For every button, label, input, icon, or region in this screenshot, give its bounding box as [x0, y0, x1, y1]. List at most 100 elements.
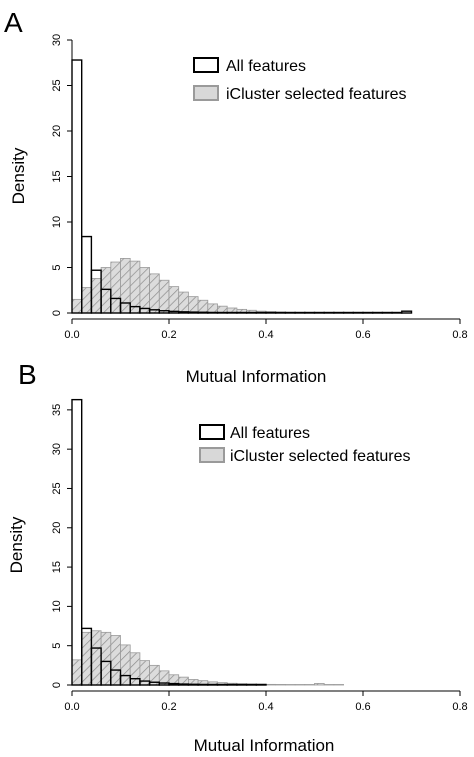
icluster-bar-a-2 — [91, 278, 102, 314]
panel-label-a: A — [4, 7, 23, 38]
all-features-bar-a-22 — [284, 311, 296, 314]
icluster-bar-a-14 — [207, 303, 218, 314]
legend-swatch-icluster-b — [199, 447, 225, 463]
all-features-bar-a-34 — [401, 310, 413, 314]
icluster-bar-a-7 — [139, 267, 150, 314]
icluster-bar-b-4 — [110, 635, 121, 686]
icluster-bar-a-12 — [187, 296, 199, 314]
panel-label-b: B — [18, 359, 37, 390]
legend-a: All features iCluster selected features — [193, 57, 407, 103]
x-tick-label-a-0: 0.0 — [64, 329, 79, 341]
legend-label-all-features-b: All features — [230, 425, 310, 442]
icluster-bar-b-25 — [314, 683, 325, 686]
icluster-bar-b-21 — [275, 684, 286, 686]
histogram-bars-b — [71, 398, 344, 686]
icluster-bar-a-8 — [149, 273, 160, 314]
all-features-bar-b-16 — [226, 683, 238, 686]
icluster-bar-b-0 — [71, 659, 83, 686]
all-features-bar-a-23 — [294, 311, 306, 314]
panel-a: A 0 5 10 15 20 25 30 0.0 0.2 0.4 0.6 0.8 Mutual Inf… — [4, 7, 468, 386]
all-features-bar-b-13 — [197, 683, 209, 686]
all-features-bar-a-26 — [323, 311, 335, 314]
all-features-bar-b-18 — [245, 683, 258, 686]
all-features-bar-b-15 — [216, 683, 228, 686]
y-tick-label-b-6: 30 — [51, 443, 63, 455]
legend-swatch-all-features-b — [199, 424, 225, 440]
y-axis-label-b: Density — [7, 516, 26, 573]
legend-label-icluster-b: iCluster selected features — [230, 448, 411, 465]
all-features-bar-a-12 — [187, 311, 199, 314]
x-axis-label-b: Mutual Information — [194, 736, 335, 755]
legend-label-all-features-a: All features — [226, 58, 306, 75]
icluster-bar-a-5 — [120, 257, 131, 314]
all-features-bar-a-29 — [352, 311, 364, 314]
icluster-bar-b-2 — [91, 630, 102, 686]
y-tick-label-b-2: 10 — [51, 600, 63, 612]
all-features-bar-a-33 — [391, 311, 403, 314]
all-features-bar-b-19 — [255, 683, 267, 686]
x-axis-label-a: Mutual Information — [186, 367, 327, 386]
axes-b: 0 5 10 15 20 25 30 35 0.0 0.2 0.4 0.6 0.8 — [51, 402, 468, 713]
legend-swatch-icluster-a — [193, 85, 219, 101]
y-tick-label-b-5: 25 — [51, 482, 63, 494]
all-features-bar-a-0 — [71, 59, 83, 314]
all-features-bar-b-0 — [71, 398, 83, 686]
icluster-bar-a-9 — [158, 279, 170, 314]
all-features-bar-b-17 — [236, 683, 248, 686]
icluster-bar-b-6 — [129, 652, 141, 686]
x-tick-label-b-1: 0.2 — [161, 701, 176, 713]
all-features-bar-b-12 — [187, 683, 199, 686]
all-features-bar-a-11 — [177, 311, 190, 314]
panel-b: B 0 5 10 15 20 25 30 35 0.0 0.2 0.4 0.6 0.8 Mutual I… — [7, 359, 468, 755]
legend-b: All features iCluster selected features — [199, 424, 411, 465]
histogram-bars-a — [71, 59, 413, 314]
icluster-bar-a-13 — [197, 299, 209, 314]
icluster-bar-b-26 — [323, 684, 335, 686]
y-tick-label-b-1: 5 — [51, 643, 63, 649]
y-tick-label-a-5: 25 — [51, 79, 63, 91]
all-features-bar-a-25 — [313, 311, 325, 314]
icluster-bar-b-24 — [304, 684, 315, 686]
all-features-bar-a-31 — [372, 311, 384, 314]
y-tick-label-a-4: 20 — [51, 125, 63, 137]
y-tick-label-a-1: 5 — [51, 264, 63, 270]
all-features-bar-a-13 — [197, 311, 209, 314]
x-tick-label-b-2: 0.4 — [258, 701, 273, 713]
all-features-bar-a-21 — [275, 311, 287, 314]
icluster-bar-b-3 — [100, 631, 112, 686]
icluster-bar-b-27 — [333, 684, 344, 686]
icluster-bar-a-0 — [71, 298, 83, 314]
y-tick-label-b-7: 35 — [51, 404, 63, 416]
axes-a: 0 5 10 15 20 25 30 0.0 0.2 0.4 0.6 0.8 — [51, 34, 468, 341]
x-tick-label-b-4: 0.8 — [452, 701, 467, 713]
icluster-bar-b-20 — [265, 683, 277, 686]
all-features-bar-a-20 — [265, 311, 277, 314]
all-features-bar-a-15 — [216, 311, 228, 314]
all-features-bar-a-19 — [255, 311, 267, 314]
x-tick-label-b-3: 0.6 — [355, 701, 370, 713]
icluster-bar-b-22 — [284, 684, 296, 686]
icluster-bar-a-1 — [81, 287, 92, 314]
y-tick-label-a-2: 10 — [51, 216, 63, 228]
all-features-bar-a-24 — [304, 311, 316, 314]
x-tick-label-b-0: 0.0 — [64, 701, 79, 713]
icluster-bar-b-5 — [120, 644, 131, 686]
x-tick-label-a-4: 0.8 — [452, 329, 467, 341]
all-features-bar-a-18 — [245, 311, 258, 314]
x-tick-label-a-1: 0.2 — [161, 329, 176, 341]
all-features-bar-a-30 — [362, 311, 374, 314]
y-axis-label-a: Density — [9, 147, 28, 204]
y-tick-label-a-3: 15 — [51, 170, 63, 182]
all-features-bar-a-27 — [333, 311, 345, 314]
all-features-bar-a-16 — [226, 311, 238, 314]
icluster-bar-a-3 — [100, 267, 112, 314]
y-tick-label-b-3: 15 — [51, 561, 63, 573]
all-features-bar-a-32 — [381, 311, 393, 314]
y-tick-label-b-0: 0 — [51, 682, 63, 688]
y-tick-label-b-4: 20 — [51, 522, 63, 534]
y-tick-label-a-0: 0 — [51, 310, 63, 316]
all-features-bar-a-17 — [236, 311, 248, 314]
y-tick-label-a-6: 30 — [51, 34, 63, 46]
all-features-bar-a-14 — [207, 311, 219, 314]
